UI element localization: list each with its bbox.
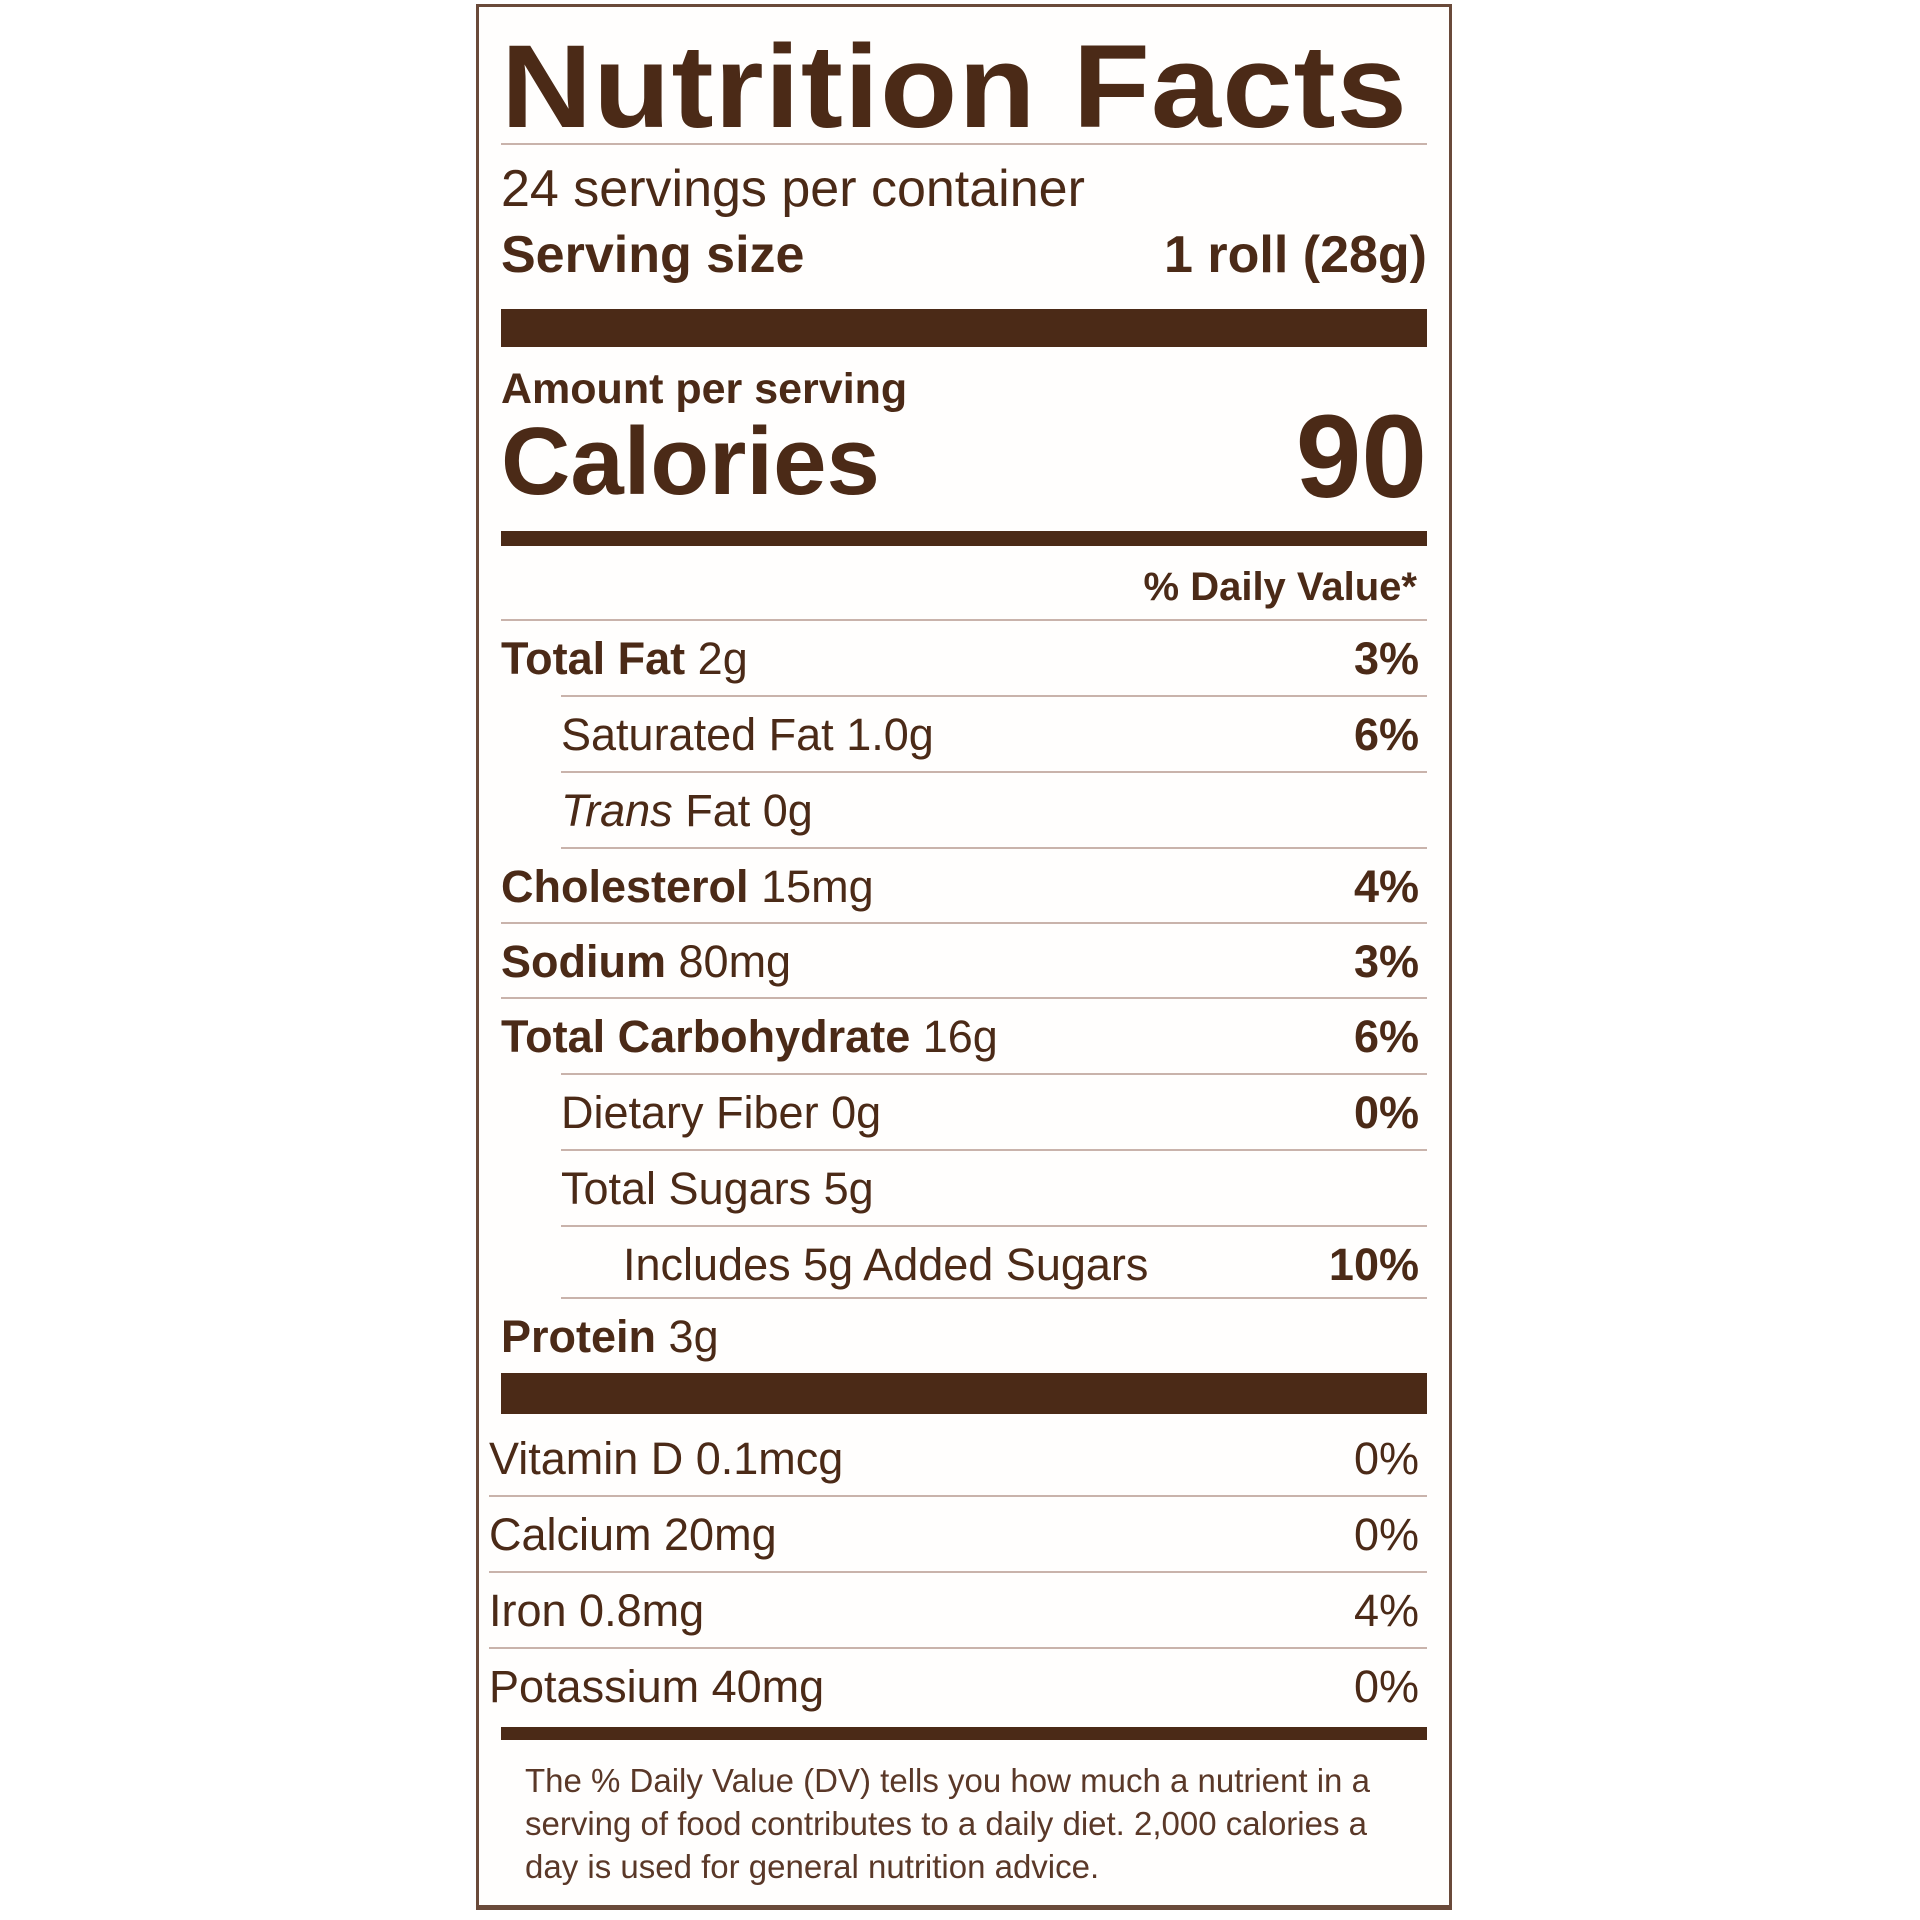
vitamin-daily-value: 0%	[1353, 1661, 1419, 1712]
amount-per-serving: Amount per serving	[501, 365, 908, 413]
calories-row: Calories 90	[501, 391, 1427, 525]
nutrient-name: Saturated Fat	[561, 709, 834, 760]
vitamin-row: Potassium 40mg 0%	[489, 1649, 1419, 1725]
vitamin-label: Calcium 20mg	[489, 1509, 777, 1560]
vitamin-row: Calcium 20mg 0%	[489, 1497, 1419, 1573]
nutrient-daily-value: 4%	[1353, 861, 1419, 912]
nutrient-daily-value: 6%	[1353, 709, 1419, 760]
nutrient-name: Trans	[561, 785, 673, 836]
nutrient-name: Sodium	[501, 936, 666, 987]
divider	[489, 1571, 1427, 1573]
nutrient-amount: 0g	[762, 785, 813, 836]
nutrient-name-suffix: Fat	[685, 785, 751, 836]
vitamin-row: Iron 0.8mg 4%	[489, 1573, 1419, 1649]
nutrition-facts-panel: Nutrition Facts 24 servings per containe…	[476, 4, 1452, 1910]
daily-value-header: % Daily Value*	[1143, 565, 1417, 609]
nutrient-name: Includes 5g Added Sugars	[623, 1239, 1149, 1290]
divider	[489, 1647, 1427, 1649]
footnote: The % Daily Value (DV) tells you how muc…	[525, 1762, 1370, 1885]
divider	[561, 1297, 1427, 1299]
nutrient-name: Total Sugars	[561, 1163, 812, 1214]
vitamin-label: Potassium 40mg	[489, 1661, 825, 1712]
nutrient-name: Dietary Fiber	[561, 1087, 819, 1138]
nutrient-row: Total Fat 2g 3%	[501, 621, 1419, 697]
vitamin-daily-value: 4%	[1353, 1585, 1419, 1636]
nutrient-label: Cholesterol 15mg	[501, 861, 874, 913]
nutrient-amount: 16g	[922, 1011, 998, 1062]
nutrient-row: Dietary Fiber 0g 0%	[501, 1075, 1419, 1151]
nutrient-row: Saturated Fat 1.0g 6%	[501, 697, 1419, 773]
nutrient-amount: 1.0g	[846, 709, 934, 760]
nutrient-daily-value: 0%	[1353, 1087, 1419, 1138]
thick-divider	[501, 1373, 1427, 1414]
nutrient-label: Total Fat 2g	[501, 633, 748, 685]
thick-divider	[501, 309, 1427, 347]
divider	[561, 847, 1427, 849]
serving-size-value: 1 roll (28g)	[1164, 226, 1427, 284]
nutrient-label: Saturated Fat 1.0g	[501, 709, 934, 761]
nutrient-row: Protein 3g	[501, 1299, 1419, 1375]
nutrient-label: Protein 3g	[501, 1311, 719, 1363]
divider	[501, 922, 1427, 924]
vitamin-row: Vitamin D 0.1mcg 0%	[489, 1421, 1419, 1497]
medium-divider	[501, 1727, 1427, 1740]
divider	[501, 143, 1427, 145]
vitamin-daily-value: 0%	[1353, 1433, 1419, 1484]
nutrient-name: Total Carbohydrate	[501, 1011, 911, 1062]
serving-size-label: Serving size	[501, 226, 805, 284]
nutrient-daily-value: 3%	[1353, 936, 1419, 987]
nutrient-label: Sodium 80mg	[501, 936, 791, 988]
servings-per-container: 24 servings per container	[501, 160, 1085, 218]
nutrient-label: Total Carbohydrate 16g	[501, 1011, 998, 1063]
divider	[489, 1495, 1427, 1497]
nutrient-amount: 15mg	[761, 861, 874, 912]
divider	[561, 1073, 1427, 1075]
nutrient-name: Total Fat	[501, 633, 686, 684]
nutrient-row: Total Carbohydrate 16g 6%	[501, 999, 1419, 1075]
divider	[561, 695, 1427, 697]
calories-value: 90	[1295, 391, 1427, 523]
divider	[501, 997, 1427, 999]
nutrient-row: Cholesterol 15mg 4%	[501, 849, 1419, 925]
nutrient-amount: 0g	[831, 1087, 882, 1138]
panel-title: Nutrition Facts	[501, 21, 1408, 153]
nutrient-amount: 3g	[668, 1311, 719, 1362]
nutrient-row: Total Sugars 5g	[501, 1151, 1419, 1227]
divider	[561, 771, 1427, 773]
divider	[561, 1149, 1427, 1151]
calories-label: Calories	[501, 408, 880, 515]
vitamin-label: Iron 0.8mg	[489, 1585, 705, 1636]
nutrient-row: Trans Fat 0g	[501, 773, 1419, 849]
nutrient-label: Dietary Fiber 0g	[501, 1087, 881, 1139]
nutrient-amount: 5g	[823, 1163, 874, 1214]
nutrient-name: Cholesterol	[501, 861, 749, 912]
nutrient-label: Includes 5g Added Sugars	[501, 1239, 1148, 1291]
nutrient-name: Protein	[501, 1311, 657, 1362]
nutrient-amount: 80mg	[678, 936, 792, 987]
nutrient-label: Total Sugars 5g	[501, 1163, 874, 1215]
nutrient-row: Sodium 80mg 3%	[501, 924, 1419, 1000]
nutrient-daily-value: 3%	[1353, 633, 1419, 684]
vitamin-daily-value: 0%	[1353, 1509, 1419, 1560]
serving-size: Serving size 1 roll (28g)	[501, 225, 1427, 285]
nutrient-daily-value: 6%	[1353, 1011, 1419, 1062]
divider	[501, 619, 1427, 621]
nutrient-label: Trans Fat 0g	[501, 785, 813, 837]
nutrient-row: Includes 5g Added Sugars 10%	[501, 1227, 1419, 1303]
medium-divider	[501, 531, 1427, 546]
vitamin-label: Vitamin D 0.1mcg	[489, 1433, 844, 1484]
nutrient-amount: 2g	[697, 633, 748, 684]
divider	[561, 1225, 1427, 1227]
nutrient-daily-value: 10%	[1328, 1239, 1419, 1290]
